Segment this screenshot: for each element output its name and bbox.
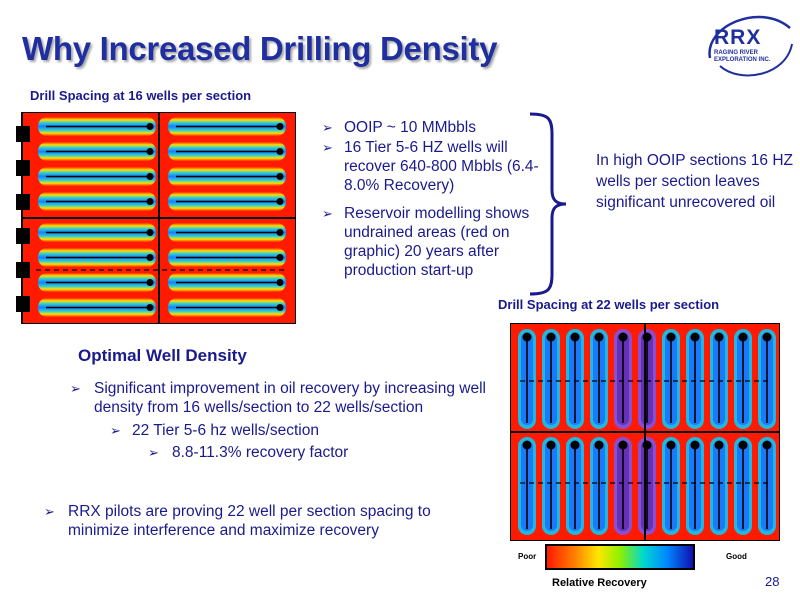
rrx-logo: RRX RAGING RIVER EXPLORATION INC. [700, 6, 796, 86]
well-heel-dot [714, 440, 724, 450]
well-pad [16, 194, 30, 210]
section-title-optimal-density: Optimal Well Density [78, 346, 247, 365]
well-heel-dot [642, 440, 652, 450]
legend-color-bar [545, 544, 695, 570]
well-heel-dot [618, 440, 628, 450]
well-toe-dot [146, 254, 154, 261]
well-pad [16, 126, 30, 142]
bullet-16-wells: ➢ 16 Tier 5-6 HZ wells will recover 640-… [322, 139, 539, 194]
well-toe-dot [146, 173, 154, 180]
well-toe-dot [276, 279, 284, 286]
logo-subtitle: RAGING RIVER EXPLORATION INC. [714, 50, 771, 63]
well-heel-dot [570, 332, 580, 342]
well-toe-dot [146, 148, 154, 155]
bullet-improvement: ➢ Significant improvement in oil recover… [70, 380, 486, 416]
well-pad [16, 262, 30, 278]
well-toe-dot [276, 254, 284, 261]
well-toe-dot [146, 123, 154, 130]
bullet-ooip: ➢ OOIP ~ 10 MMbbls [322, 119, 476, 136]
arrow-bullet-icon: ➢ [322, 206, 333, 221]
well-heel-dot [690, 332, 700, 342]
well-heel-dot [522, 332, 532, 342]
well-pad [16, 160, 30, 176]
arrow-bullet-icon: ➢ [70, 381, 81, 396]
slide-title: Why Increased Drilling Density [22, 30, 498, 67]
well-heel-dot [546, 440, 556, 450]
well-toe-dot [276, 123, 284, 130]
caption-16-wells: Drill Spacing at 16 wells per section [30, 88, 252, 103]
well-heel-dot [594, 440, 604, 450]
logo-swoosh-icon [708, 15, 793, 77]
bracket-note: In high OOIP sections 16 HZ wells per se… [596, 152, 794, 211]
well-toe-dot [276, 173, 284, 180]
legend-poor: Poor [518, 552, 537, 561]
well-heel-dot [762, 440, 772, 450]
well-heel-dot [594, 332, 604, 342]
well-heel-dot [738, 332, 748, 342]
legend-good: Good [726, 552, 747, 561]
well-heel-dot [666, 440, 676, 450]
well-toe-dot [146, 198, 154, 205]
well-toe-dot [146, 279, 154, 286]
arrow-bullet-icon: ➢ [322, 140, 333, 155]
well-toe-dot [146, 304, 154, 311]
page-number: 28 [765, 574, 780, 589]
bullet-recovery-factor: ➢ 8.8-11.3% recovery factor [148, 444, 349, 461]
well-heel-dot [546, 332, 556, 342]
well-heel-dot [642, 332, 652, 342]
arrow-bullet-icon: ➢ [148, 445, 159, 460]
spacing-map-16-wells [16, 111, 297, 325]
legend-label: Relative Recovery [552, 577, 647, 589]
recovery-heatmap-22 [509, 322, 781, 542]
well-toe-dot [276, 198, 284, 205]
well-pad [16, 228, 30, 244]
arrow-bullet-icon: ➢ [322, 120, 333, 135]
well-heel-dot [714, 332, 724, 342]
logo-mark: RRX [714, 26, 762, 49]
well-toe-dot [276, 229, 284, 236]
spacing-map-22-wells [509, 322, 781, 542]
well-heel-dot [570, 440, 580, 450]
recovery-legend: Poor Good Relative Recovery [518, 544, 778, 594]
well-heel-dot [666, 332, 676, 342]
well-toe-dot [146, 229, 154, 236]
right-brace-icon [529, 112, 567, 296]
arrow-bullet-icon: ➢ [44, 504, 55, 519]
arrow-bullet-icon: ➢ [110, 423, 121, 438]
well-heel-dot [762, 332, 772, 342]
bullet-22-wells: ➢ 22 Tier 5-6 hz wells/section [110, 422, 319, 439]
well-toe-dot [276, 304, 284, 311]
caption-22-wells: Drill Spacing at 22 wells per section [498, 297, 720, 312]
bullet-pilots: ➢ RRX pilots are proving 22 well per sec… [44, 503, 431, 539]
bullet-reservoir-modelling: ➢ Reservoir modelling shows undrained ar… [322, 205, 530, 279]
well-heel-dot [522, 440, 532, 450]
recovery-heatmap-16 [16, 111, 297, 325]
well-heel-dot [618, 332, 628, 342]
well-toe-dot [276, 148, 284, 155]
well-heel-dot [690, 440, 700, 450]
well-pad [16, 296, 30, 312]
well-heel-dot [738, 440, 748, 450]
